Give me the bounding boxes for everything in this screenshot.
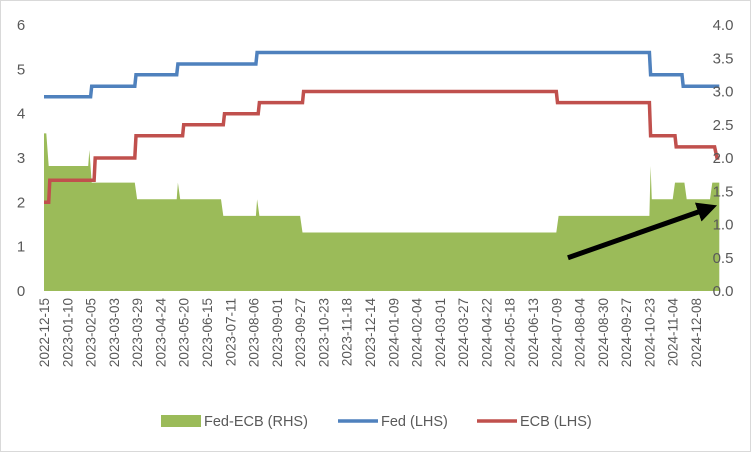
x-axis-ticks: 2022-12-15 2023-01-10 2023-02-05 2023-03-03… [37,298,704,368]
x-axis-tick-label: 2024-06-13 [526,298,541,367]
left-axis-ticks: 0 1 2 3 4 5 6 [17,17,25,300]
x-axis-tick-label: 2023-10-23 [316,298,331,367]
x-axis-tick-label: 2024-01-09 [386,298,401,367]
right-axis-tick-label: 1.5 [713,183,734,200]
x-axis-tick-label: 2022-12-15 [37,298,52,367]
x-axis-tick-label: 2023-12-14 [363,298,378,368]
line-series-group [44,50,720,205]
legend-label: Fed-ECB (RHS) [204,414,308,430]
x-axis-tick-label: 2023-08-06 [247,298,262,367]
x-axis-tick-label: 2023-03-03 [107,298,122,367]
x-axis-tick-label: 2023-11-18 [340,298,355,366]
line-series-2 [44,89,720,205]
x-axis-tick-label: 2024-03-01 [433,298,448,367]
x-axis-tick-label: 2024-03-27 [456,298,471,367]
left-axis-tick-label: 1 [17,239,25,256]
left-axis-tick-label: 3 [17,150,25,167]
legend: Fed-ECB (RHS) Fed (LHS) ECB (LHS) [161,414,592,430]
x-axis-tick-label: 2024-08-04 [573,298,588,368]
right-axis-tick-label: 0.5 [713,250,734,267]
left-axis-tick-label: 4 [17,106,25,123]
right-axis-tick-label: 3.0 [713,84,734,101]
legend-label: Fed (LHS) [381,414,448,430]
area-series-0 [44,133,720,291]
x-axis-tick-label: 2024-02-04 [410,298,425,368]
right-axis-tick-label: 2.0 [713,150,734,167]
right-axis-tick-label: 2.5 [713,117,734,134]
area-series-group [44,133,720,291]
x-axis-tick-label: 2023-04-24 [153,298,168,368]
x-axis-tick-label: 2024-10-23 [642,298,657,367]
x-axis-tick-label: 2023-01-10 [60,298,75,367]
right-axis-tick-label: 4.0 [713,17,734,34]
x-axis-tick-label: 2024-04-22 [479,298,494,367]
x-axis-tick-label: 2024-05-18 [503,298,518,367]
x-axis-tick-label: 2024-09-27 [619,298,634,367]
annotation-group [567,202,718,261]
legend-label: ECB (LHS) [520,414,592,430]
x-axis-tick-label: 2023-07-11 [223,298,238,366]
left-axis-tick-label: 5 [17,61,25,78]
right-axis-tick-label: 3.5 [713,50,734,67]
x-axis-tick-label: 2024-11-04 [666,298,681,367]
line-series-1 [44,50,720,99]
left-axis-tick-label: 6 [17,17,25,34]
right-axis-tick-label: 0.0 [713,283,734,300]
x-axis-tick-label: 2023-05-20 [177,298,192,367]
legend-swatch [161,415,201,427]
x-axis-tick-label: 2023-02-05 [84,298,99,367]
right-axis-ticks: 0.0 0.5 1.0 1.5 2.0 2.5 3.0 3.5 4.0 [713,17,734,300]
left-axis-tick-label: 2 [17,194,25,211]
annotation-arrow-0 [567,202,718,261]
x-axis-tick-label: 2023-03-29 [130,298,145,367]
x-axis-tick-label: 2023-09-27 [293,298,308,367]
x-axis-tick-label: 2024-07-09 [549,298,564,367]
x-axis-tick-label: 2023-09-01 [270,298,285,367]
x-axis-tick-label: 2023-06-15 [200,298,215,367]
x-axis-tick-label: 2024-08-30 [596,298,611,367]
x-axis-tick-label: 2024-12-08 [689,298,704,367]
right-axis-tick-label: 1.0 [713,217,734,234]
left-axis-tick-label: 0 [17,283,25,300]
